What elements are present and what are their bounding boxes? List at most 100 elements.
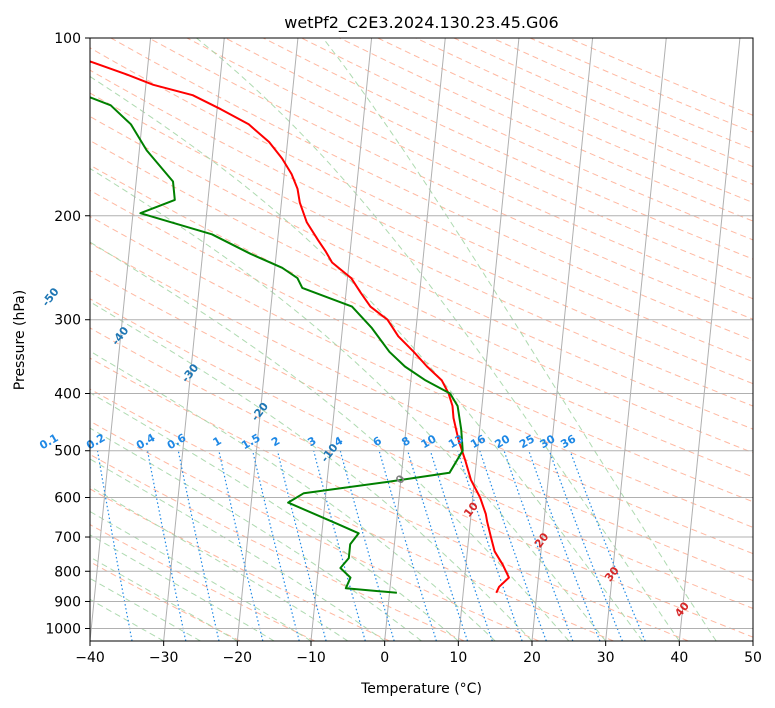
dry-adiabat-line (491, 38, 753, 150)
x-tick-label: −10 (296, 650, 326, 666)
y-tick-label: 500 (54, 444, 81, 460)
dry-adiabat-line (224, 38, 753, 280)
dry-adiabat-line (377, 38, 753, 204)
dry-adiabat-line (110, 38, 753, 341)
dry-adiabat-line (90, 453, 465, 641)
dry-adiabat-line (90, 139, 753, 454)
isotherm-label: 40 (672, 599, 692, 619)
mixing-ratio-line (479, 450, 547, 641)
isotherm-label: 30 (602, 564, 622, 584)
mixing-ratio-line (457, 450, 523, 641)
isotherm-line (531, 38, 594, 641)
mixing-ratio-line (548, 450, 623, 641)
y-tick-label: 1000 (45, 621, 81, 637)
dry-adiabat-line (90, 357, 689, 641)
moist-adiabat-line (90, 350, 496, 641)
x-tick-label: 20 (523, 650, 541, 666)
dry-adiabat-line (415, 38, 753, 185)
mixing-ratio-label: 20 (492, 432, 512, 451)
mixing-ratio-line (218, 450, 264, 641)
dry-adiabat-line (90, 47, 753, 363)
dewpoint-profile (90, 96, 464, 594)
y-tick-label: 800 (54, 564, 81, 580)
y-tick-label: 900 (54, 594, 81, 610)
x-tick-label: −40 (75, 650, 105, 666)
mixing-ratio-line (528, 450, 601, 641)
isotherm-label: -20 (249, 400, 272, 424)
moist-adiabat-line (322, 38, 717, 641)
moist-adiabat-line (90, 534, 275, 641)
dry-adiabat-line (90, 92, 753, 407)
moist-adiabat-line (90, 241, 570, 641)
isotherm-line (236, 38, 299, 641)
moist-adiabat-line (90, 556, 238, 641)
mixing-ratio-label: 6 (371, 434, 384, 449)
y-axis: 100 200 300 400 500 600 700 800 900 1000 (45, 31, 90, 637)
dry-adiabat-line (90, 524, 315, 641)
mixing-ratio-line (339, 450, 395, 641)
mixing-ratio-line (276, 450, 327, 641)
moist-adiabat-line (90, 167, 607, 641)
mixing-ratio-line (407, 450, 469, 641)
isotherm-line (752, 635, 753, 641)
isotherm-line (0, 38, 3, 641)
chart-title: wetPf2_C2E3.2024.130.23.45.G06 (284, 13, 558, 33)
x-tick-label: 10 (449, 650, 467, 666)
x-axis: −40 −30 −20 −10 0 10 20 30 40 50 (75, 641, 762, 666)
temperature-profile (90, 60, 510, 594)
dry-adiabat-line (529, 38, 753, 133)
mixing-ratio-line (378, 450, 437, 641)
y-axis-title: Pressure (hPa) (12, 290, 28, 390)
y-tick-label: 700 (54, 530, 81, 546)
isotherm-label: -50 (39, 285, 62, 309)
isotherm-label: -40 (109, 324, 132, 348)
isotherm-line (310, 38, 373, 641)
y-tick-label: 400 (54, 387, 81, 403)
pressure-gridlines (90, 38, 753, 629)
isotherm-label: 20 (532, 530, 552, 550)
plot-frame (89, 37, 754, 642)
mixing-ratio-label: 8 (399, 434, 412, 449)
x-tick-label: −30 (149, 650, 179, 666)
moist-adiabats (90, 38, 717, 641)
y-tick-label: 600 (54, 490, 81, 506)
mixing-ratio-labels: 0.1 0.2 0.4 0.6 1 1.5 2 3 4 6 8 10 13 16 20 25 30 36 (37, 431, 578, 452)
x-tick-label: 0 (380, 650, 389, 666)
mixing-ratio-line (503, 450, 574, 641)
y-tick-label: 200 (54, 209, 81, 225)
mixing-ratio-label: 3 (305, 434, 318, 449)
mixing-ratio-label: 0.2 (84, 431, 107, 452)
mixing-ratio-label: 25 (517, 432, 537, 451)
dry-adiabat-line (90, 269, 753, 582)
dry-adiabat-line (263, 38, 753, 260)
moist-adiabat-line (196, 38, 680, 641)
isotherm-label: 10 (461, 499, 481, 519)
mixing-ratio-label: 36 (558, 432, 578, 451)
x-axis-title: Temperature (°C) (360, 681, 482, 697)
mixing-ratio-line (252, 450, 300, 641)
dry-adiabat-line (90, 298, 753, 609)
mixing-ratio-label: 2 (269, 434, 282, 449)
moist-adiabat-line (90, 427, 422, 641)
mixing-ratio-label: 0.4 (134, 431, 158, 452)
dry-adiabat-line (90, 242, 753, 555)
moist-adiabat-line (90, 301, 533, 641)
isotherm-line (163, 38, 225, 641)
dry-adiabat-line (186, 38, 753, 300)
dry-adiabat-line (90, 69, 753, 385)
isotherm-line (457, 38, 520, 641)
y-tick-label: 300 (54, 313, 81, 329)
dry-adiabat-line (90, 561, 241, 641)
x-tick-label: 50 (744, 650, 762, 666)
dry-adiabat-line (301, 38, 753, 241)
moist-adiabat-line (90, 75, 643, 641)
dry-adiabat-line (90, 164, 753, 478)
isotherm-line (605, 38, 667, 641)
y-tick-label: 100 (54, 31, 81, 47)
mixing-ratio-line (429, 450, 493, 641)
mixing-ratio-line (96, 450, 133, 641)
profile-series (90, 60, 510, 594)
mixing-ratio-line (177, 450, 220, 641)
